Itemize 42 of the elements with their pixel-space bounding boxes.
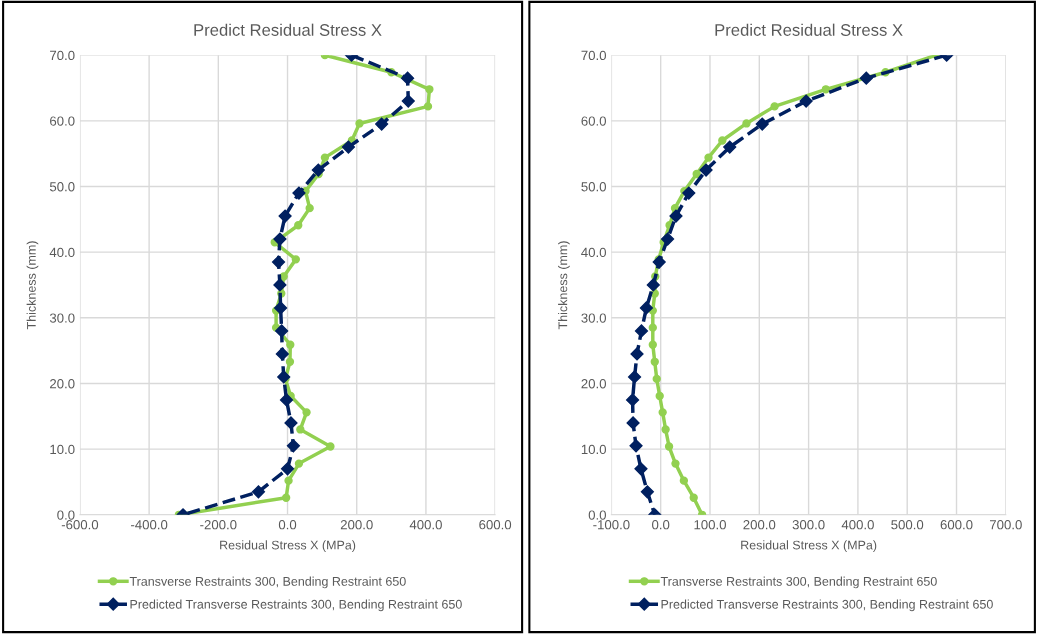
x-tick-label: 100.0: [694, 520, 726, 530]
y-tick-label: 40.0: [581, 247, 607, 258]
legend-label: Transverse Restraints 300, Bending Restraint 650: [129, 576, 406, 589]
y-tick-label: 0.0: [588, 510, 607, 520]
x-tick-label: 400.0: [841, 520, 874, 530]
x-tick-label: -200.0: [200, 520, 237, 530]
y-axis-title: Thickness (mm): [558, 241, 570, 330]
x-axis-title: Residual Stress X (MPa): [220, 540, 356, 552]
y-tick-label: 40.0: [49, 247, 75, 258]
legend-label: Transverse Restraints 300, Bending Restraint 650: [660, 576, 937, 589]
x-tick-label: 200.0: [340, 520, 373, 530]
y-tick-label: 70.0: [581, 50, 607, 61]
legend-label: Predicted Transverse Restraints 300, Bending Restraint 650: [661, 599, 993, 612]
y-tick-label: 20.0: [581, 379, 607, 389]
y-tick-label: 60.0: [581, 116, 607, 126]
y-tick-label: 70.0: [50, 50, 75, 61]
x-tick-label: 0.0: [652, 520, 670, 530]
x-tick-label: 300.0: [792, 520, 825, 530]
y-tick-label: 10.0: [581, 444, 607, 455]
x-tick-label: -400.0: [131, 520, 168, 530]
y-tick-label: 30.0: [49, 313, 75, 323]
y-tick-label: 20.0: [50, 379, 75, 389]
y-tick-label: 50.0: [581, 182, 607, 192]
x-tick-label: 600.0: [940, 520, 973, 530]
x-tick-label: 400.0: [409, 520, 442, 530]
x-tick-label: 600.0: [479, 520, 512, 530]
y-tick-label: 0.0: [57, 510, 75, 520]
legend-label: Predicted Transverse Restraints 300, Bending Restraint 650: [130, 599, 462, 612]
x-tick-label: 500.0: [891, 520, 924, 530]
chart-title: Predict Residual Stress X: [194, 23, 382, 36]
x-tick-label: 700.0: [989, 520, 1022, 530]
y-tick-label: 10.0: [50, 444, 75, 455]
x-tick-label: 200.0: [743, 520, 776, 530]
y-tick-label: 30.0: [581, 313, 607, 323]
x-axis-title: Residual Stress X (MPa): [741, 540, 877, 552]
chart-title: Predict Residual Stress X: [715, 23, 903, 36]
x-tick-label: 0.0: [278, 520, 297, 530]
y-tick-label: 60.0: [50, 116, 75, 126]
x-tick-label: -100.0: [593, 520, 630, 530]
x-tick-label: -600.0: [61, 520, 99, 530]
y-axis-title: Thickness (mm): [26, 241, 39, 330]
y-tick-label: 50.0: [49, 182, 75, 192]
